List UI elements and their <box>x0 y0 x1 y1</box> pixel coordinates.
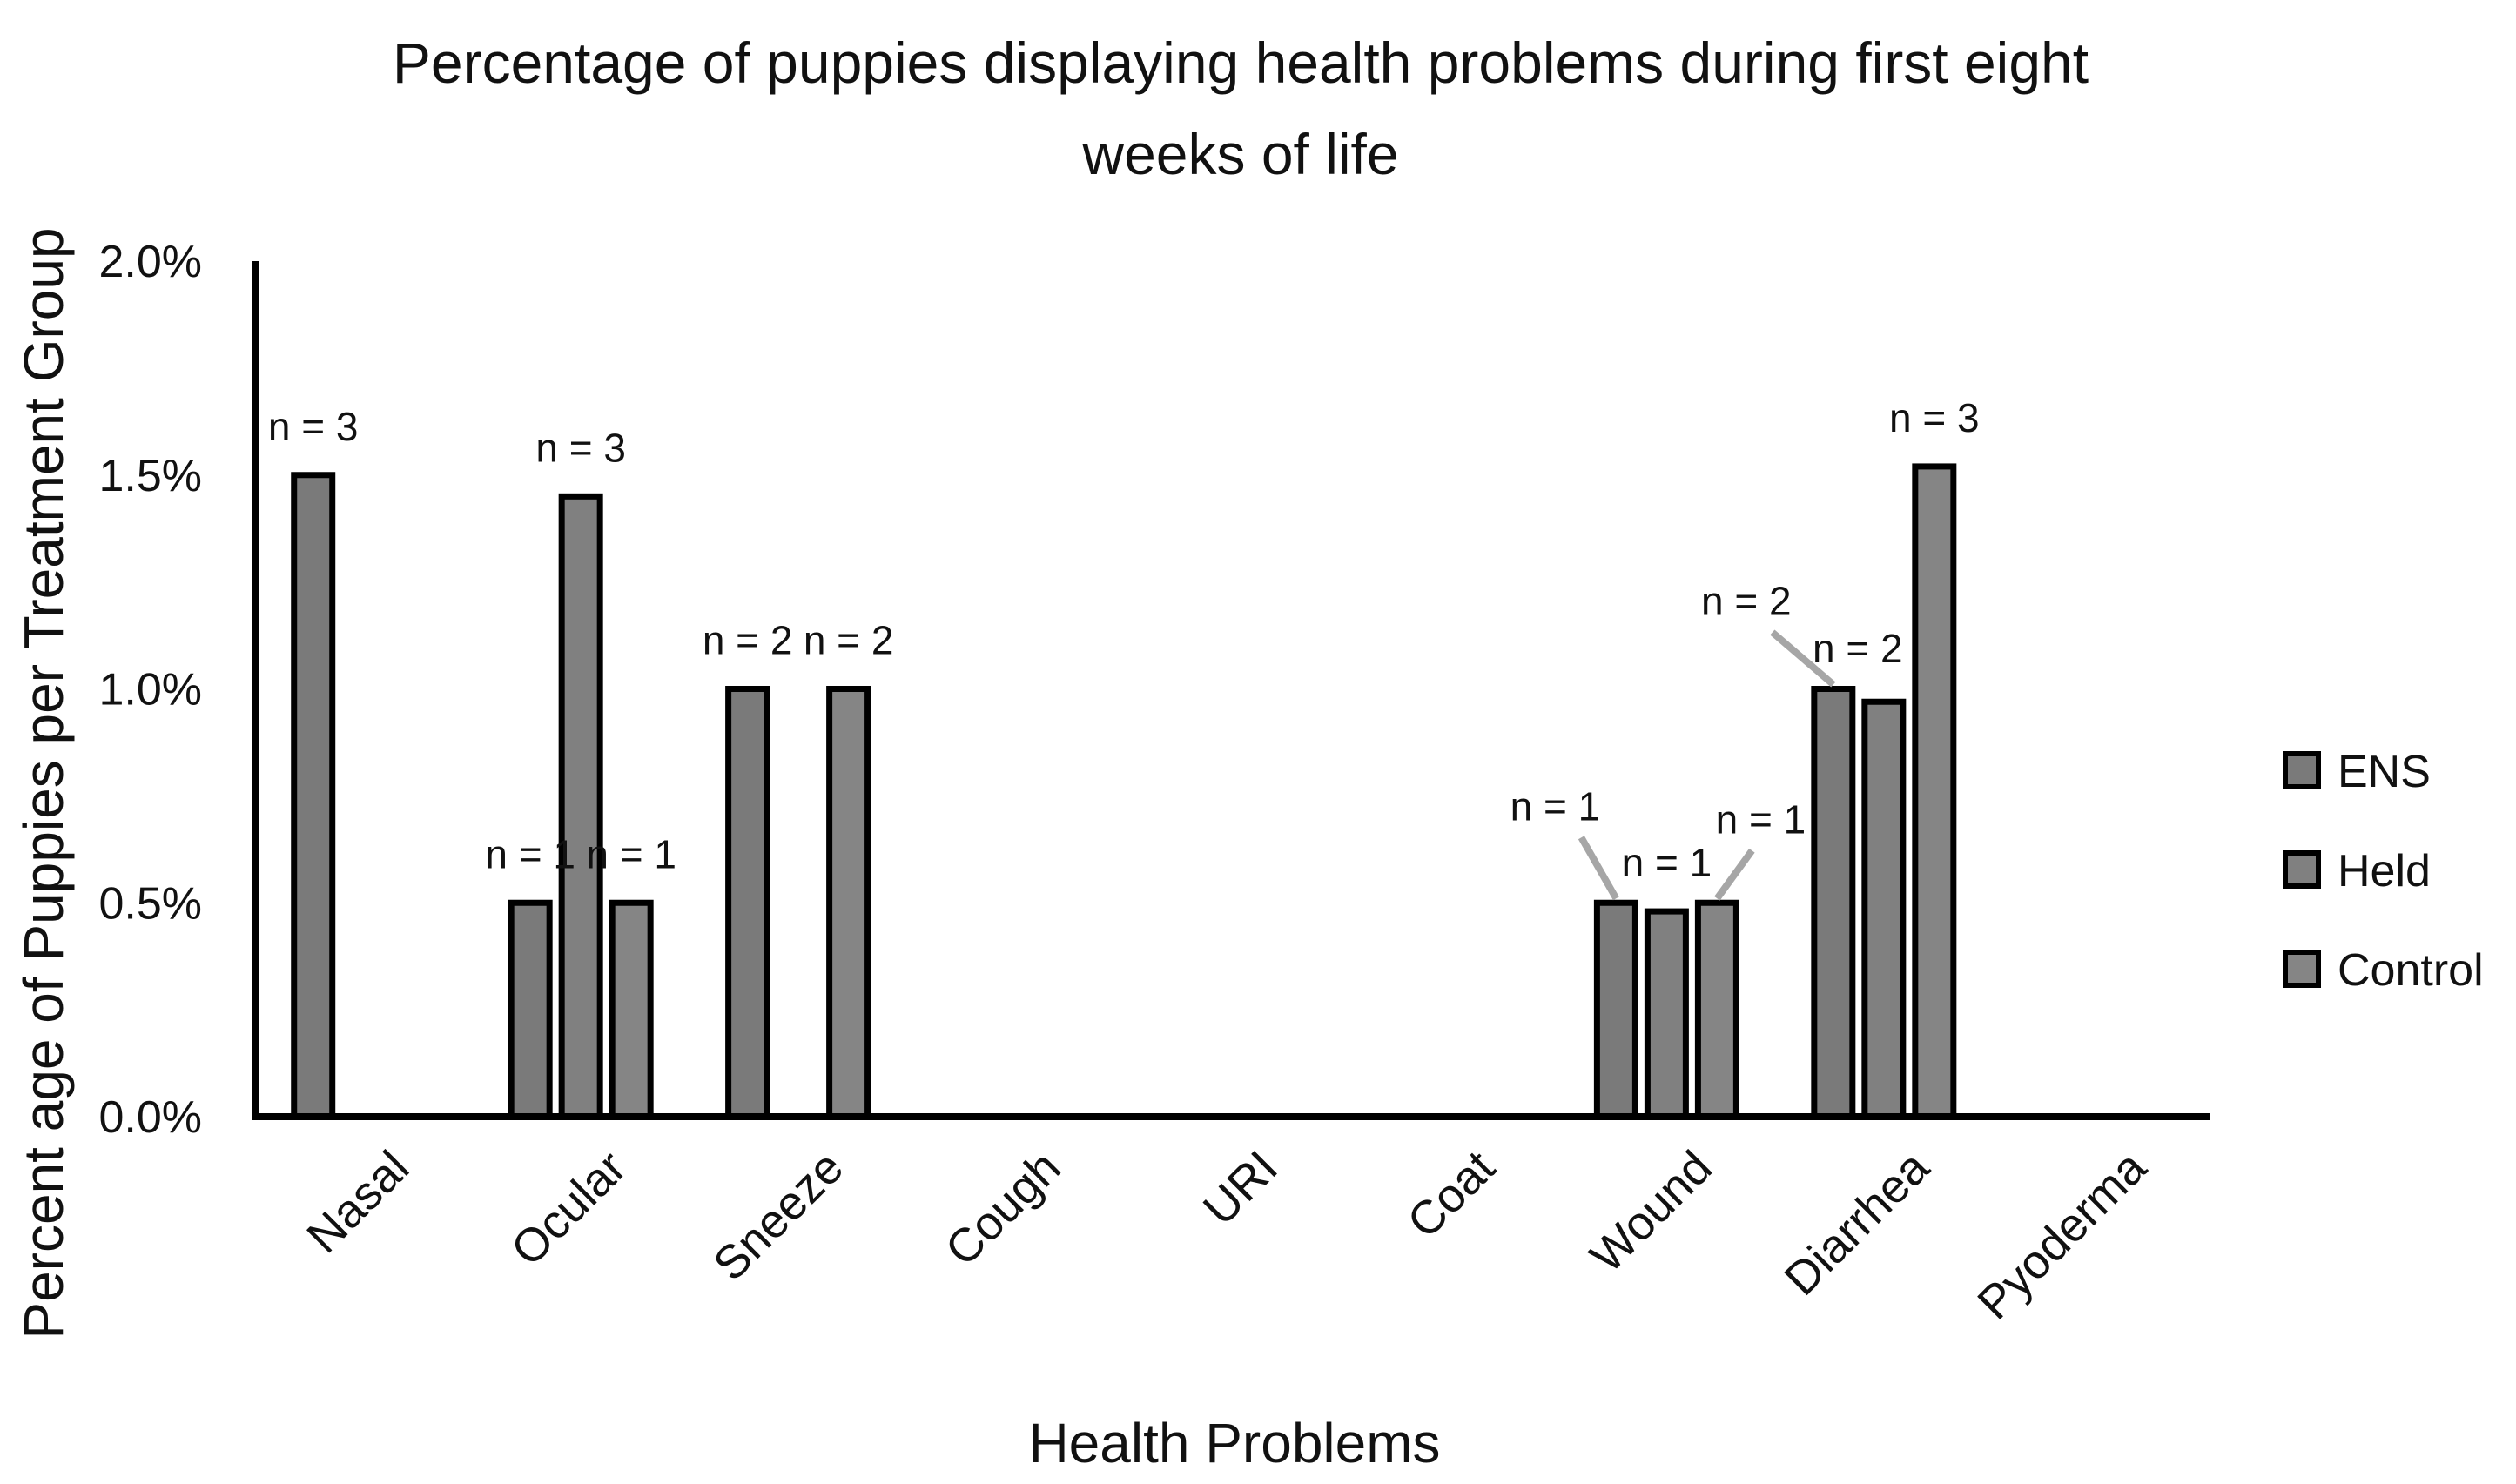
legend-swatch-ens <box>2283 751 2321 789</box>
bar-held-diarrhea <box>1861 698 1907 1120</box>
chart-title: Percentage of puppies displaying health … <box>393 30 2089 186</box>
bar-ens-wound <box>1593 899 1638 1120</box>
bar-ens-diarrhea <box>1811 686 1856 1120</box>
x-tick-label: Diarrhea <box>1774 1140 1940 1306</box>
x-axis-categories: Nasal Ocular Sneeze Cough URI Coat Wound Diarrh… <box>297 1140 2156 1329</box>
y-axis-ticks: 0.0% 0.5% 1.0% 1.5% 2.0% <box>98 237 202 1143</box>
y-axis-title: Percent age of Puppies per Treatment Gro… <box>12 227 75 1339</box>
bar-control-diarrhea <box>1912 463 1957 1120</box>
legend: ENS Held Control <box>2283 747 2484 996</box>
x-tick-label: Coat <box>1397 1141 1504 1248</box>
bar-held-ocular <box>558 493 603 1120</box>
bar-annotation: n = 1 <box>1716 796 1806 842</box>
bar-annotation: n = 3 <box>268 404 359 449</box>
x-tick-label: Ocular <box>501 1141 636 1276</box>
x-tick-label: Cough <box>936 1141 1071 1276</box>
chart-title-line-2: weeks of life <box>1081 122 1398 186</box>
bar-control-ocular <box>609 899 654 1120</box>
x-tick-label: URI <box>1194 1141 1288 1235</box>
legend-label-control: Control <box>2338 945 2484 996</box>
bar-ens-nasal <box>291 472 336 1120</box>
y-tick-label: 0.0% <box>98 1092 202 1143</box>
legend-swatch-held <box>2283 850 2321 889</box>
chart-title-line-1: Percentage of puppies displaying health … <box>393 30 2089 95</box>
bar-held-wound <box>1644 908 1689 1120</box>
bar-annotation: n = 3 <box>535 425 626 470</box>
bar-annotation: n = 2 <box>804 618 894 663</box>
x-tick-label: Wound <box>1580 1141 1722 1283</box>
bar-annotation: n = 1 <box>1510 783 1601 829</box>
legend-swatch-control <box>2283 950 2321 988</box>
bar-ens-ocular <box>508 899 553 1120</box>
bar-annotation: n = 1 <box>1622 840 1712 885</box>
x-tick-label: Pyoderma <box>1968 1140 2156 1329</box>
y-tick-label: 1.0% <box>98 665 202 715</box>
y-tick-label: 0.5% <box>98 878 202 929</box>
annotation-leader-line <box>1714 848 1755 901</box>
y-tick-label: 2.0% <box>98 237 202 287</box>
bar-annotation: n = 2 <box>703 618 793 663</box>
bar-annotation: n = 2 <box>1813 626 1903 671</box>
legend-label-held: Held <box>2338 846 2431 896</box>
bar-control-wound <box>1694 899 1739 1120</box>
y-tick-label: 1.5% <box>98 451 202 501</box>
bars <box>291 463 1957 1120</box>
bar-annotation: n = 2 <box>1701 579 1792 624</box>
x-axis-title: Health Problems <box>1028 1412 1440 1474</box>
x-tick-label: Sneeze <box>703 1141 853 1291</box>
x-tick-label: Nasal <box>297 1141 419 1263</box>
axes <box>252 261 2210 1120</box>
annotation-leader-line <box>1578 836 1619 901</box>
bar-ens-sneeze <box>725 686 770 1120</box>
bar-annotation: n = 1 <box>485 831 575 876</box>
bar-annotation: n = 1 <box>586 831 676 876</box>
bar-control-sneeze <box>826 686 871 1120</box>
legend-label-ens: ENS <box>2338 747 2431 797</box>
annotation-leader-line <box>1770 629 1836 688</box>
bar-annotation: n = 3 <box>1889 395 1980 440</box>
